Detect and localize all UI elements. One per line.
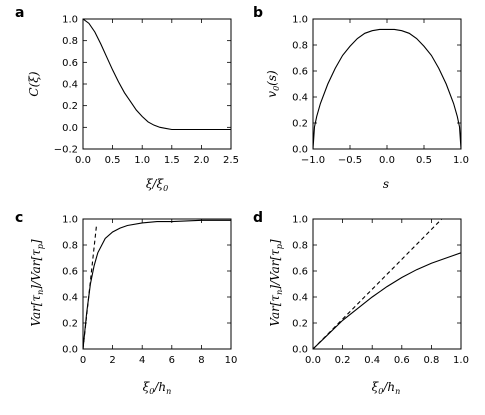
- panel-a-ylabel: C(ξ): [27, 71, 41, 96]
- panel-b-ytick-label: 1.0: [292, 15, 308, 26]
- panel-a-frame: [82, 18, 232, 150]
- panel-b-xtick-label: 0.5: [416, 155, 432, 166]
- panel-a-ytick-label: 0.0: [62, 123, 78, 134]
- panel-c-frame: [82, 218, 232, 350]
- panel-d-ytick-label: 0.4: [292, 293, 308, 304]
- panel-a-xtick-label: 0.0: [75, 155, 91, 166]
- panel-b-ytick-label: 0.6: [292, 67, 308, 78]
- panel-c-ytick-label: 0.4: [62, 293, 78, 304]
- panel-d-ytick-label: 0.6: [292, 267, 308, 278]
- panel-c-ytick-label: 0.8: [62, 241, 78, 252]
- panel-d-ytick-label: 0.0: [292, 345, 308, 356]
- panel-a-series-solid-line: [83, 19, 231, 131]
- panel-a: 0.0 0.5 1.0 1.5 2.0 2.5−0.20.00.20.40.60.81.0: [54, 15, 239, 167]
- panel-c-xtick-label: 4: [139, 355, 145, 366]
- panel-a-ytick-label: −0.2: [54, 145, 78, 156]
- panel-d-ytick-label: 1.0: [292, 215, 308, 226]
- panel-a-xtick-label: 2.0: [193, 155, 209, 166]
- panel-c-xtick-label: 10: [225, 355, 238, 366]
- svg-text:Var[τn]/Var[τp]: Var[τn]/Var[τp]: [268, 239, 284, 327]
- panel-d-xlabel: ξ0/hn: [372, 380, 401, 396]
- panel-b-ytick-label: 0.4: [292, 93, 308, 104]
- panel-d-xtick-label: 0.0: [305, 355, 321, 366]
- panel-d-xtick-label: 0.8: [423, 355, 439, 366]
- panel-d-ytick-label: 0.8: [292, 241, 308, 252]
- panel-letter-c: c: [15, 210, 23, 226]
- panel-c-ytick-label: 0.6: [62, 267, 78, 278]
- panel-b-xtick-label: 0.0: [379, 155, 395, 166]
- panel-d-series-solid-line: [313, 252, 461, 349]
- panel-a-xlabel: ξ/ξ0: [146, 177, 168, 193]
- panel-letter-a: a: [15, 5, 24, 21]
- panel-letter-d: d: [253, 210, 263, 226]
- panel-d-xtick-label: 0.2: [335, 355, 351, 366]
- svg-text:ξ0/hn: ξ0/hn: [372, 380, 401, 396]
- panel-b-frame: [312, 18, 462, 150]
- panel-a-ytick-label: 0.8: [62, 36, 78, 47]
- panel-d-ytick-label: 0.2: [292, 319, 308, 330]
- panel-a-ytick-label: 0.2: [62, 101, 78, 112]
- svg-text:ξ0/hn: ξ0/hn: [143, 380, 172, 396]
- panel-b: −1.0 −0.5 0.0 0.5 1.0 0.0 0.2 0.4 0.6 0.8 1.0: [292, 15, 469, 167]
- panel-d-series-dashed-line: [313, 219, 443, 349]
- svg-text:v0(s): v0(s): [265, 70, 281, 98]
- panel-b-xtick-label: 1.0: [453, 155, 469, 166]
- panel-c-series-solid-line: [83, 219, 231, 349]
- panel-b-series-solid-line: [313, 28, 461, 149]
- svg-text:Var[τn]/Var[τp]: Var[τn]/Var[τp]: [29, 239, 45, 327]
- svg-text:s: s: [383, 177, 389, 191]
- panel-c-ytick-label: 0.0: [62, 345, 78, 356]
- panel-b-ytick-label: 0.8: [292, 41, 308, 52]
- panel-d-xtick-label: 1.0: [453, 355, 469, 366]
- panel-b-xlabel: s: [383, 177, 389, 191]
- panel-a-xtick-label: 1.5: [164, 155, 180, 166]
- panel-a-ytick-label: 1.0: [62, 15, 78, 26]
- panel-d-xtick-label: 0.4: [364, 355, 380, 366]
- panel-b-xtick-label: −1.0: [301, 155, 325, 166]
- panel-c: 0 2 4 6 8 10 0.0 0.2 0.4 0.6 0.8 1.0: [62, 215, 237, 367]
- panel-c-xtick-label: 0: [80, 355, 86, 366]
- panel-a-ytick-label: 0.4: [62, 80, 78, 91]
- panel-b-xtick-label: −0.5: [338, 155, 362, 166]
- panel-c-ytick-label: 1.0: [62, 215, 78, 226]
- svg-text:ξ/ξ0: ξ/ξ0: [146, 177, 168, 193]
- panel-c-xtick-label: 6: [169, 355, 175, 366]
- panel-b-ytick-label: 0.0: [292, 145, 308, 156]
- panel-d-ylabel: Var[τn]/Var[τp]: [268, 239, 284, 327]
- panel-c-ytick-label: 0.2: [62, 319, 78, 330]
- panel-d-xtick-label: 0.6: [394, 355, 410, 366]
- panel-d-frame: [312, 218, 462, 350]
- panel-c-xlabel: ξ0/hn: [143, 380, 172, 396]
- panel-a-xtick-label: 0.5: [105, 155, 121, 166]
- panel-a-xtick-label: 1.0: [134, 155, 150, 166]
- svg-text:C(ξ): C(ξ): [27, 71, 41, 96]
- panel-c-xtick-label: 2: [109, 355, 115, 366]
- panel-a-xtick-label: 2.5: [223, 155, 239, 166]
- panel-d: 0.0 0.2 0.4 0.6 0.8 1.0 0.0 0.2 0.4 0.6 0.8 1.0: [292, 215, 469, 367]
- panel-a-ytick-label: 0.6: [62, 58, 78, 69]
- panel-letter-b: b: [253, 5, 263, 21]
- panel-c-ylabel: Var[τn]/Var[τp]: [29, 239, 45, 327]
- panel-b-ylabel: v0(s): [265, 70, 281, 98]
- panel-c-xtick-label: 8: [198, 355, 204, 366]
- panel-b-ytick-label: 0.2: [292, 119, 308, 130]
